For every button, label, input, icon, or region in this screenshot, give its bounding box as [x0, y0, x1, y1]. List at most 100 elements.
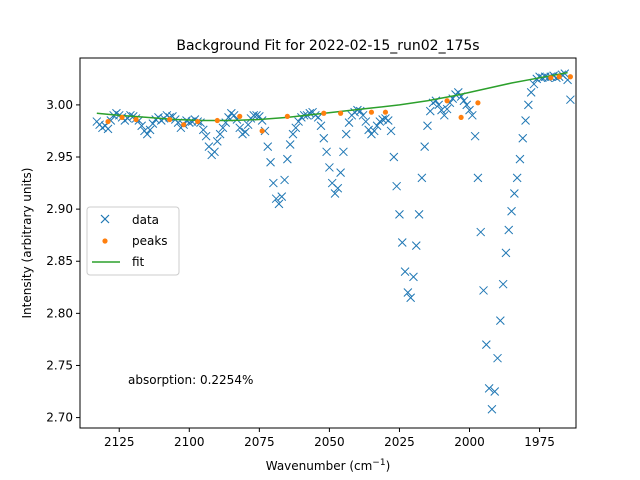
data-point-stroke-b — [229, 110, 239, 120]
data-point — [434, 100, 444, 110]
data-point-stroke-b — [277, 192, 287, 201]
data-point — [266, 157, 275, 167]
y-tick-label: 2.70 — [46, 411, 73, 425]
data-point-stroke-b — [476, 227, 486, 237]
data-point — [395, 209, 404, 219]
data-point — [417, 173, 427, 183]
data-point — [495, 316, 505, 326]
y-tick-label: 2.75 — [46, 358, 73, 372]
peak-point — [195, 118, 201, 125]
data-point — [470, 131, 480, 141]
data-point — [411, 241, 421, 250]
data-point — [397, 238, 407, 247]
legend-label-peaks: peaks — [132, 234, 168, 248]
data-point — [142, 129, 152, 139]
data-point-stroke-b — [414, 209, 424, 219]
x-tick-label: 2000 — [454, 435, 485, 449]
data-point — [462, 100, 472, 110]
data-point-stroke-b — [274, 199, 284, 209]
x-tick-label: 2100 — [174, 435, 205, 449]
data-point — [386, 126, 396, 136]
data-point-stroke-b — [333, 183, 343, 193]
data-point — [473, 173, 483, 183]
data-point-stroke-b — [526, 88, 536, 97]
data-point-stroke-b — [358, 110, 368, 120]
data-point-stroke-b — [512, 173, 522, 183]
data-point-stroke-b — [392, 181, 402, 191]
data-point-stroke-b — [397, 238, 407, 247]
data-point-stroke-b — [473, 173, 483, 183]
data-point — [274, 199, 284, 209]
data-point — [529, 79, 539, 89]
data-point-stroke-b — [249, 110, 259, 120]
data-point-stroke-b — [311, 110, 320, 120]
data-point — [336, 168, 345, 178]
data-point-stroke-b — [437, 105, 446, 115]
data-point-stroke-b — [411, 241, 421, 250]
data-point — [263, 142, 273, 151]
series-layer — [92, 69, 575, 414]
data-point-stroke-b — [361, 117, 371, 126]
data-point-stroke-b — [439, 110, 449, 120]
peak-point — [444, 98, 450, 104]
data-point-stroke-b — [395, 209, 404, 219]
data-point — [316, 121, 326, 131]
absorption-annotation: absorption: 0.2254% — [128, 373, 253, 387]
data-point — [501, 248, 511, 258]
data-point — [126, 110, 135, 120]
data-point — [459, 96, 469, 106]
data-point — [260, 126, 270, 136]
data-point — [437, 105, 446, 115]
peak-point — [368, 109, 375, 115]
data-point-stroke-b — [103, 124, 113, 134]
peak-point — [475, 100, 481, 106]
data-point-stroke-b — [524, 100, 533, 110]
legend-marker-data — [100, 214, 110, 224]
data-point-stroke-b — [266, 157, 275, 167]
data-point — [218, 123, 228, 133]
data-point-stroke-b — [515, 154, 525, 164]
data-point — [425, 106, 435, 116]
data-point-stroke-b — [409, 272, 418, 282]
data-point — [333, 183, 343, 193]
data-point-stroke-b — [288, 129, 298, 139]
data-point-stroke-b — [285, 140, 295, 149]
data-point — [271, 194, 281, 204]
data-point — [439, 110, 449, 120]
data-point — [341, 129, 351, 139]
data-point — [524, 100, 533, 110]
data-point — [210, 147, 219, 157]
data-point-stroke-b — [442, 104, 452, 114]
x-axis-title-end: ) — [386, 459, 391, 473]
data-point-stroke-b — [336, 168, 345, 178]
data-point — [369, 126, 379, 136]
data-point — [389, 152, 399, 162]
data-point-stroke-b — [479, 286, 488, 295]
y-tick-label: 2.95 — [46, 150, 73, 164]
data-point-stroke-b — [260, 126, 270, 136]
peak-point — [556, 74, 562, 80]
data-point — [283, 154, 292, 164]
peak-point — [567, 74, 573, 80]
data-point-stroke-b — [487, 404, 497, 414]
data-point — [504, 225, 514, 235]
data-point-stroke-b — [386, 126, 396, 136]
y-tick-label: 2.90 — [46, 202, 73, 216]
data-point-stroke-b — [112, 108, 121, 118]
data-point — [406, 293, 416, 303]
data-point-stroke-b — [434, 100, 444, 110]
data-point-stroke-b — [459, 96, 469, 106]
data-point-stroke-b — [406, 293, 416, 303]
data-point — [243, 120, 253, 130]
data-point-stroke-b — [420, 142, 430, 151]
data-point-stroke-b — [126, 110, 135, 120]
data-point-stroke-b — [269, 178, 278, 188]
legend-marker-peaks — [102, 238, 108, 244]
data-point-stroke-b — [257, 116, 267, 125]
chart-title: Background Fit for 2022-02-15_run02_175s — [176, 38, 479, 54]
data-point-stroke-b — [400, 267, 410, 277]
data-point — [361, 117, 371, 126]
data-point-stroke-b — [425, 106, 435, 116]
data-point — [467, 110, 477, 120]
